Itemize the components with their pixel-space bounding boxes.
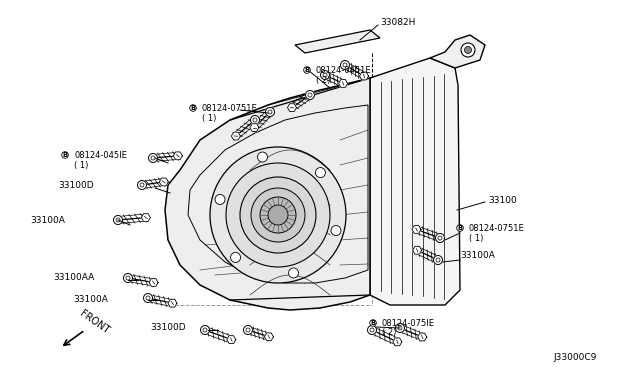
Circle shape xyxy=(433,256,442,264)
Circle shape xyxy=(465,46,472,54)
Polygon shape xyxy=(287,104,296,112)
Polygon shape xyxy=(250,124,259,131)
Circle shape xyxy=(367,326,376,334)
Circle shape xyxy=(268,205,288,225)
Circle shape xyxy=(370,320,376,326)
Text: 08124-045IE: 08124-045IE xyxy=(74,151,127,160)
Polygon shape xyxy=(339,80,348,87)
Polygon shape xyxy=(168,299,177,307)
Circle shape xyxy=(143,294,152,302)
Text: ( 2): ( 2) xyxy=(382,328,396,337)
Polygon shape xyxy=(418,333,427,341)
Circle shape xyxy=(260,197,296,233)
Text: 08124-075IE: 08124-075IE xyxy=(382,318,435,327)
Text: 33100A: 33100A xyxy=(73,295,108,305)
Circle shape xyxy=(230,253,241,262)
Circle shape xyxy=(61,152,68,158)
Circle shape xyxy=(321,71,330,80)
Text: 33082H: 33082H xyxy=(380,17,415,26)
Circle shape xyxy=(138,180,147,189)
Circle shape xyxy=(305,90,314,99)
Text: J33000C9: J33000C9 xyxy=(553,353,596,362)
Circle shape xyxy=(435,234,445,243)
Circle shape xyxy=(215,195,225,205)
Text: B: B xyxy=(191,105,195,111)
Polygon shape xyxy=(264,333,273,341)
Text: 33100D: 33100D xyxy=(58,180,93,189)
Text: 08124-0451E: 08124-0451E xyxy=(316,65,372,74)
Text: B: B xyxy=(458,225,463,231)
Text: 08124-0751E: 08124-0751E xyxy=(202,103,258,112)
Circle shape xyxy=(243,326,253,334)
Circle shape xyxy=(148,154,157,163)
Text: B: B xyxy=(305,67,310,73)
Circle shape xyxy=(113,215,122,224)
Circle shape xyxy=(200,326,209,334)
Text: 33100A: 33100A xyxy=(460,251,495,260)
Circle shape xyxy=(251,188,305,242)
Text: FRONT: FRONT xyxy=(78,308,111,336)
Text: B: B xyxy=(63,152,67,158)
Text: ( 1): ( 1) xyxy=(74,160,88,170)
Polygon shape xyxy=(227,336,236,343)
Circle shape xyxy=(396,324,404,333)
Text: 33100AA: 33100AA xyxy=(53,273,94,282)
Text: B: B xyxy=(371,320,376,326)
Circle shape xyxy=(461,43,475,57)
Circle shape xyxy=(226,163,330,267)
Circle shape xyxy=(331,225,341,235)
Text: 08124-0751E: 08124-0751E xyxy=(469,224,525,232)
Circle shape xyxy=(124,273,132,282)
Polygon shape xyxy=(360,72,369,80)
Polygon shape xyxy=(430,35,485,68)
Polygon shape xyxy=(165,78,370,310)
Polygon shape xyxy=(231,132,241,140)
Polygon shape xyxy=(413,246,422,254)
Text: ( 1): ( 1) xyxy=(469,234,483,243)
Text: 33100: 33100 xyxy=(488,196,516,205)
Circle shape xyxy=(257,152,268,162)
Text: 33100D: 33100D xyxy=(150,324,186,333)
Polygon shape xyxy=(173,152,182,160)
Circle shape xyxy=(189,105,196,111)
Circle shape xyxy=(457,225,463,231)
Circle shape xyxy=(340,61,349,70)
Polygon shape xyxy=(149,279,158,286)
Text: ( 2): ( 2) xyxy=(316,76,330,84)
Circle shape xyxy=(316,167,325,177)
Circle shape xyxy=(240,177,316,253)
Polygon shape xyxy=(370,58,460,305)
Circle shape xyxy=(304,67,310,73)
Polygon shape xyxy=(159,178,168,186)
Polygon shape xyxy=(141,214,150,221)
Text: ( 1): ( 1) xyxy=(202,113,216,122)
Polygon shape xyxy=(412,225,421,233)
Circle shape xyxy=(210,147,346,283)
Circle shape xyxy=(289,268,298,278)
Polygon shape xyxy=(295,30,380,53)
Polygon shape xyxy=(393,338,402,346)
Circle shape xyxy=(250,115,259,125)
Circle shape xyxy=(266,108,275,116)
Text: 33100A: 33100A xyxy=(30,215,65,224)
